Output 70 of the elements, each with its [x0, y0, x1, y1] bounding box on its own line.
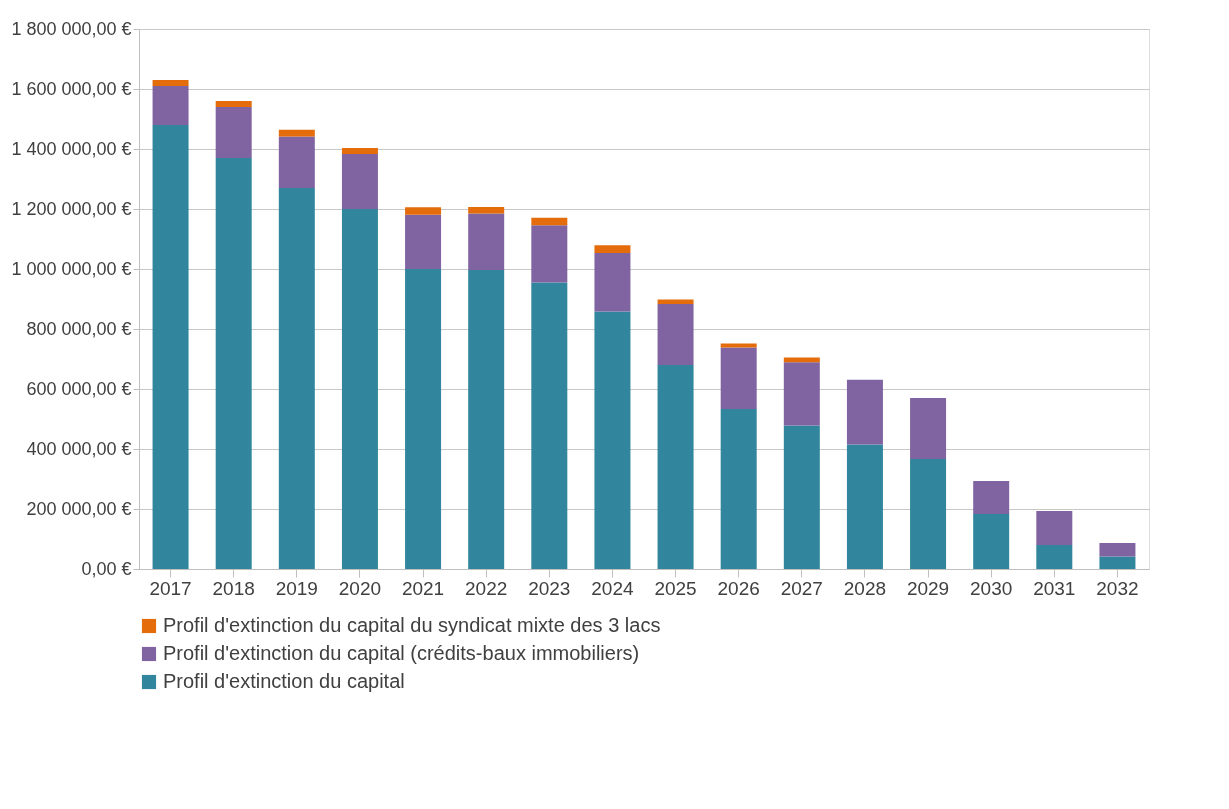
- legend-label: Profil d'extinction du capital du syndicat mixte des 3 lacs: [163, 614, 661, 636]
- y-tick-label: 200 000,00 €: [26, 498, 132, 519]
- y-tick-label: 0,00 €: [81, 558, 132, 579]
- x-tick-label: 2030: [970, 577, 1013, 599]
- x-tick-label: 2031: [1033, 577, 1076, 599]
- bar: [215, 107, 252, 158]
- bar: [405, 214, 442, 269]
- bar: [531, 217, 568, 226]
- x-tick-label: 2019: [275, 577, 318, 599]
- bar: [468, 269, 505, 569]
- bar: [215, 158, 252, 569]
- x-tick-label: 2027: [780, 577, 823, 599]
- bar: [341, 154, 378, 209]
- bar: [594, 253, 631, 312]
- bar: [1036, 511, 1073, 545]
- bar: [910, 458, 947, 569]
- bar: [657, 365, 694, 569]
- bar: [720, 409, 757, 569]
- bar: [973, 514, 1010, 569]
- y-tick-label: 1 000 000,00 €: [11, 258, 132, 279]
- y-tick-label: 600 000,00 €: [26, 378, 132, 399]
- bar: [594, 245, 631, 254]
- bar: [1099, 556, 1136, 569]
- bar: [278, 136, 315, 188]
- y-tick-label: 800 000,00 €: [26, 318, 132, 339]
- bar: [152, 86, 189, 125]
- x-tick-label: 2028: [843, 577, 887, 599]
- bar: [468, 206, 505, 214]
- bar: [846, 379, 883, 445]
- bar: [1036, 545, 1073, 569]
- bar: [215, 101, 252, 107]
- bar: [531, 225, 568, 283]
- bar: [152, 80, 189, 86]
- x-tick-label: 2022: [465, 577, 508, 599]
- y-tick-label: 1 800 000,00 €: [11, 18, 132, 39]
- bar: [720, 347, 757, 410]
- x-tick-label: 2023: [528, 577, 571, 599]
- bar: [594, 311, 631, 569]
- y-tick-label: 1 400 000,00 €: [11, 138, 132, 159]
- x-tick-label: 2026: [717, 577, 760, 599]
- bar: [152, 125, 189, 569]
- bar: [278, 188, 315, 569]
- bar: [405, 269, 442, 569]
- bar: [783, 425, 820, 569]
- bar: [278, 129, 315, 137]
- x-tick-label: 2018: [212, 577, 255, 599]
- y-tick-label: 1 600 000,00 €: [11, 78, 132, 99]
- bar: [341, 148, 378, 155]
- bar: [783, 362, 820, 426]
- legend-label: Profil d'extinction du capital: [163, 670, 405, 692]
- x-tick-label: 2021: [401, 577, 445, 599]
- bar: [531, 282, 568, 569]
- x-tick-label: 2025: [654, 577, 697, 599]
- bar: [405, 207, 442, 215]
- x-tick-label: 2024: [591, 577, 634, 599]
- bar: [910, 398, 947, 459]
- bar: [973, 481, 1010, 515]
- x-tick-label: 2032: [1096, 577, 1139, 599]
- bar: [341, 209, 378, 569]
- bar: [657, 304, 694, 365]
- y-tick-label: 1 200 000,00 €: [11, 198, 132, 219]
- bar: [468, 213, 505, 270]
- x-tick-label: 2017: [149, 577, 192, 599]
- y-tick-label: 400 000,00 €: [26, 438, 132, 459]
- bar: [846, 444, 883, 569]
- x-tick-label: 2020: [338, 577, 382, 599]
- x-tick-label: 2029: [906, 577, 950, 599]
- legend-label: Profil d'extinction du capital (crédits-baux immobiliers): [163, 642, 640, 664]
- bar: [1099, 542, 1136, 557]
- bar: [720, 343, 757, 348]
